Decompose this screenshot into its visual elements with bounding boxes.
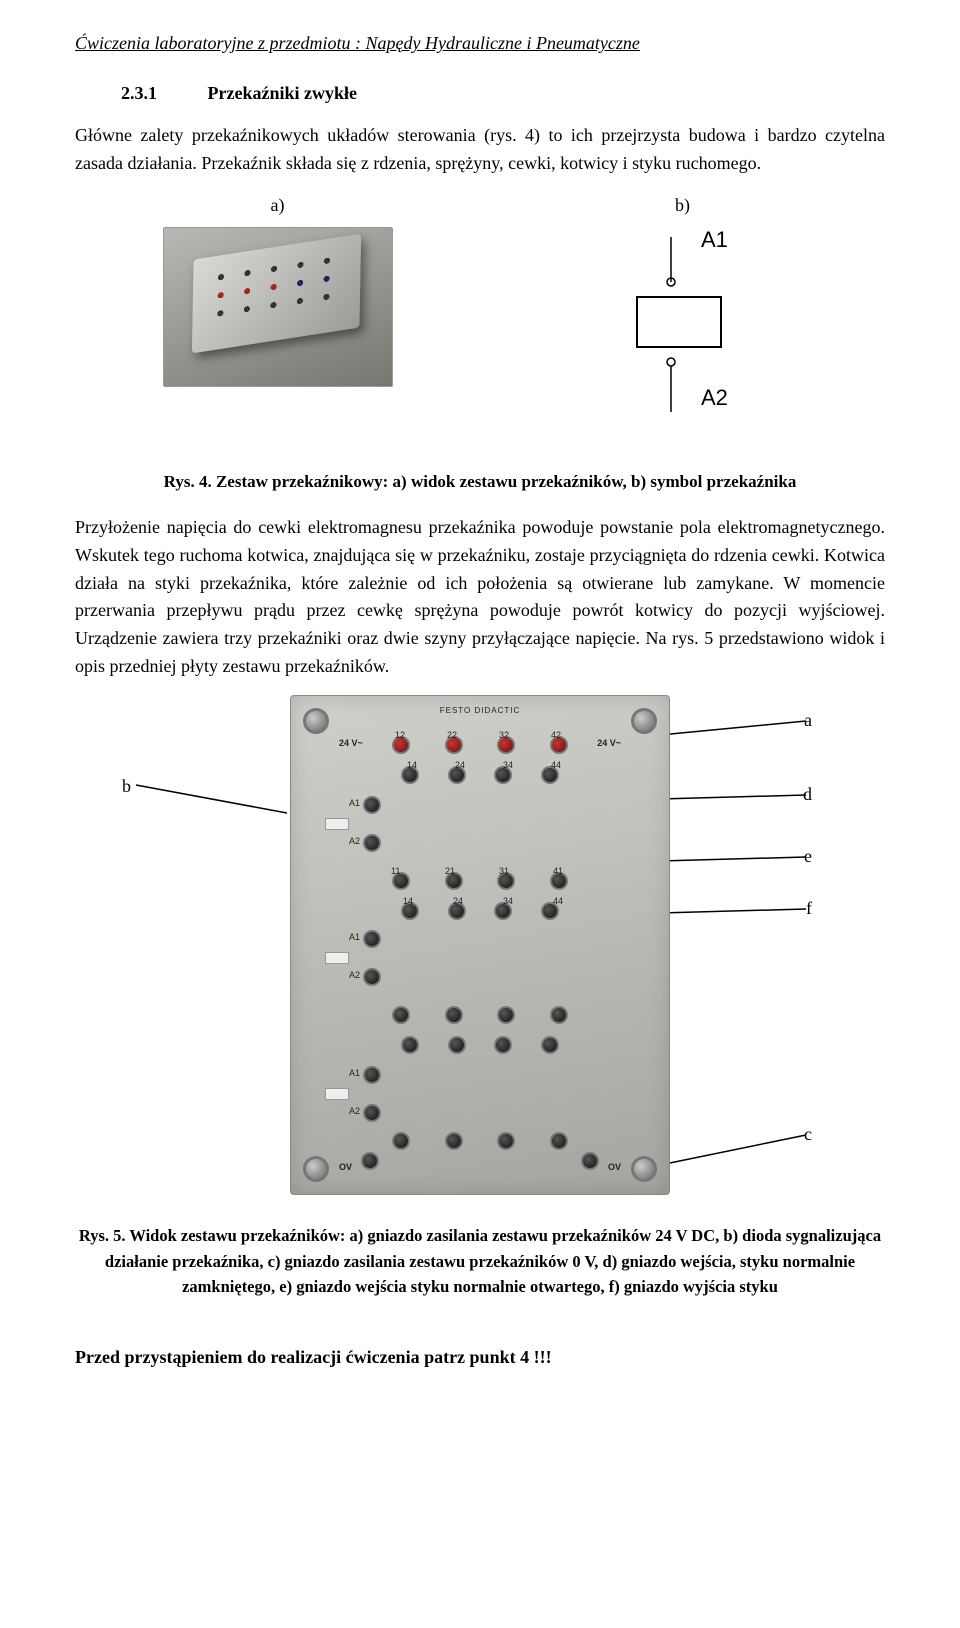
- relay-board-photo: 24 V~ 24 V~ FESTO DIDACTIC 12 22 32 42 1…: [290, 695, 670, 1195]
- section-heading: 2.3.1 Przekaźniki zwykłe: [75, 80, 885, 108]
- section-title: Przekaźniki zwykłe: [208, 83, 357, 103]
- fig5-wrapper: b a d e f c 24 V~ 24 V~ FESTO DIDACTIC: [200, 695, 760, 1195]
- board-logo: FESTO DIDACTIC: [440, 706, 521, 715]
- section-number: 2.3.1: [121, 80, 157, 108]
- fig4-label-b: b): [480, 192, 885, 220]
- symbol-label-a2: A2: [701, 385, 728, 410]
- paragraph-2: Przyłożenie napięcia do cewki elektromag…: [75, 514, 885, 681]
- board-a1: A1: [349, 798, 360, 808]
- fig4-caption: Rys. 4. Zestaw przekaźnikowy: a) widok z…: [75, 469, 885, 495]
- board-ov-left: OV: [339, 1162, 352, 1172]
- fig4-labels-row: a) b): [75, 192, 885, 220]
- fig4-content-row: A1 A2: [75, 227, 885, 457]
- paragraph-1: Główne zalety przekaźnikowych układów st…: [75, 122, 885, 178]
- relay-symbol: A1 A2: [623, 227, 743, 457]
- fig5-caption: Rys. 5. Widok zestawu przekaźników: a) g…: [75, 1223, 885, 1300]
- fig4-photo: [163, 227, 393, 387]
- fig4-label-a: a): [75, 192, 480, 220]
- running-title: Ćwiczenia laboratoryjne z przedmiotu : N…: [75, 30, 885, 58]
- board-ov-right: OV: [608, 1162, 621, 1172]
- board-a2: A2: [349, 836, 360, 846]
- footer-note: Przed przystąpieniem do realizacji ćwicz…: [75, 1344, 885, 1372]
- symbol-label-a1: A1: [701, 227, 728, 252]
